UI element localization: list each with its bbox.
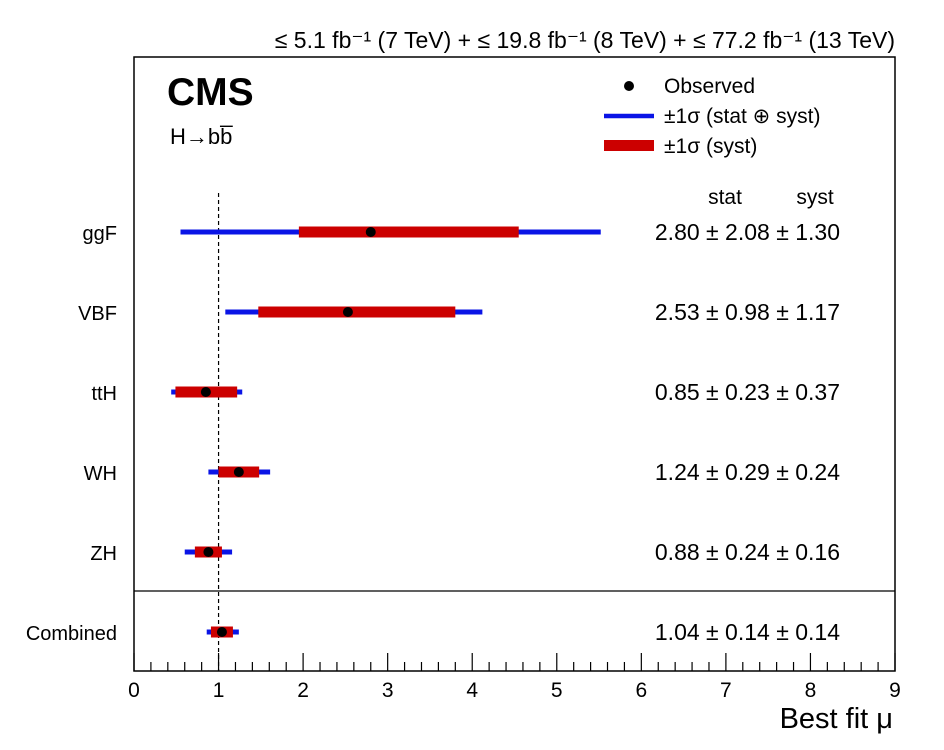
x-axis: 0 1 2 3 4 5 6 7 8 9 — [128, 653, 901, 702]
result-label-vbf: 2.53 ± 0.98 ± 1.17 — [655, 299, 840, 325]
x-tick-label: 2 — [297, 679, 309, 702]
legend-observed-label: Observed — [664, 75, 755, 98]
experiment-label: CMS — [167, 71, 254, 114]
result-label-combined: 1.04 ± 0.14 ± 0.14 — [655, 619, 840, 645]
category-label-ggf: ggF — [83, 223, 117, 245]
x-tick-label: 9 — [889, 679, 901, 702]
x-tick-label: 1 — [213, 679, 225, 702]
result-label-zh: 0.88 ± 0.24 ± 0.16 — [655, 539, 840, 565]
syst-error-band-vbf — [258, 306, 456, 318]
x-tick-label: 6 — [635, 679, 647, 702]
luminosity-label: ≤ 5.1 fb⁻¹ (7 TeV) + ≤ 19.8 fb⁻¹ (8 TeV)… — [275, 27, 895, 53]
legend-syst-band — [604, 140, 654, 151]
observed-point-zh — [203, 547, 214, 557]
x-tick-label: 5 — [551, 679, 563, 702]
x-tick-label: 4 — [466, 679, 478, 702]
observed-point-tth — [200, 387, 211, 397]
result-label-wh: 1.24 ± 0.29 ± 0.24 — [655, 459, 840, 485]
observed-point-ggf — [365, 227, 376, 237]
x-tick-label: 7 — [720, 679, 732, 702]
legend-total-label: ±1σ (stat ⊕ syst) — [664, 105, 820, 128]
x-tick-label: 3 — [382, 679, 394, 702]
result-label-ggf: 2.80 ± 2.08 ± 1.30 — [655, 219, 840, 245]
result-label-tth: 0.85 ± 0.23 ± 0.37 — [655, 379, 840, 405]
legend: Observed ±1σ (stat ⊕ syst) ±1σ (syst) — [604, 75, 820, 158]
x-tick-label: 0 — [128, 679, 140, 702]
syst-error-band-ggf — [298, 226, 519, 238]
plot-frame — [133, 56, 896, 672]
category-label-combined: Combined — [26, 623, 117, 645]
category-label-wh: WH — [84, 463, 117, 485]
category-label-zh: ZH — [90, 543, 117, 565]
observed-point-vbf — [342, 307, 353, 317]
data-marks: ggF 2.80 ± 2.08 ± 1.30 VBF 2.53 ± 0.98 ± 1.… — [26, 219, 840, 645]
legend-syst-label: ±1σ (syst) — [664, 135, 757, 158]
category-label-tth: ttH — [91, 383, 117, 405]
process-label: H→bb̅ — [170, 124, 233, 149]
legend-observed-marker — [624, 81, 634, 91]
x-axis-label: Best fit μ — [780, 703, 893, 735]
observed-point-wh — [233, 467, 244, 477]
column-header-stat: stat — [708, 186, 742, 209]
x-tick-label: 8 — [805, 679, 817, 702]
column-header-syst: syst — [796, 186, 834, 209]
observed-point-combined — [216, 627, 227, 637]
category-label-vbf: VBF — [78, 303, 117, 325]
